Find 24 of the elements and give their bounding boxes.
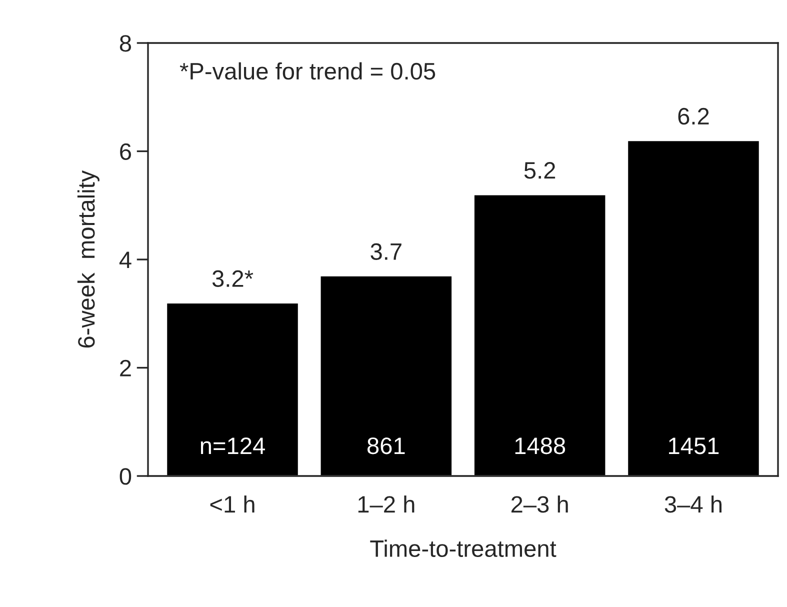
bar — [166, 302, 300, 476]
y-axis-title: 6-week mortality — [77, 170, 100, 348]
y-tick-label: 0 — [120, 468, 132, 485]
annotation: n=124 — [200, 437, 265, 454]
bar — [626, 140, 760, 476]
data-label: 3.7 — [370, 243, 402, 260]
x-tick-label: 3–4 h — [664, 495, 722, 513]
y-tick-label: 6 — [120, 143, 131, 160]
bar — [319, 275, 453, 476]
x-tick-label: 2–3 h — [511, 495, 568, 513]
x-tick-label: 1–2 h — [358, 495, 414, 513]
x-tick-label: <1 h — [210, 495, 254, 513]
annotation: 1451 — [669, 438, 719, 454]
x-axis-title: Time-to-treatment — [370, 540, 556, 558]
annotation: *P-value for trend = 0.05 — [180, 62, 436, 80]
y-tick-label: 2 — [120, 360, 131, 376]
data-label: 5.2 — [524, 162, 556, 179]
data-label: 3.2* — [212, 270, 254, 288]
bar — [473, 194, 607, 476]
annotation: 861 — [368, 437, 405, 454]
annotation: 1488 — [515, 437, 566, 454]
data-label: 6.2 — [678, 108, 709, 125]
y-tick-label: 8 — [120, 35, 131, 52]
y-tick-label: 4 — [119, 252, 132, 268]
